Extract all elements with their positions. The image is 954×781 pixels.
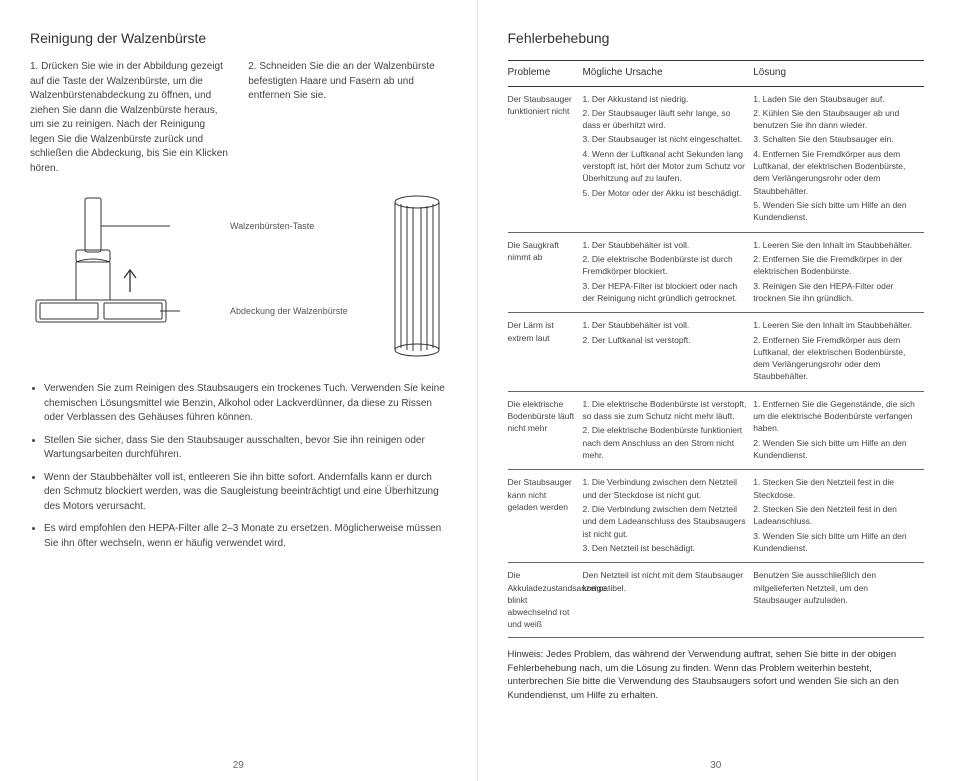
table-row: Die Akkuladezustandsanzeige blinkt abwec… <box>508 563 925 638</box>
cell-problem: Der Staubsauger funktioniert nicht <box>508 86 583 232</box>
label-cover: Abdeckung der Walzenbürste <box>230 305 348 318</box>
left-page-number: 29 <box>30 752 447 771</box>
bullet-0: Verwenden Sie zum Reinigen des Staubsaug… <box>44 382 447 426</box>
troubleshooting-note: Hinweis: Jedes Problem, das während der … <box>508 648 925 703</box>
bullet-1: Stellen Sie sicher, dass Sie den Staubsa… <box>44 434 447 463</box>
figure-labels: Walzenbürsten-Taste Abdeckung der Walzen… <box>230 192 348 318</box>
cell-solution: 1. Entfernen Sie die Gegenstände, die si… <box>753 391 924 470</box>
cell-problem: Die Akkuladezustandsanzeige blinkt abwec… <box>508 563 583 638</box>
bullet-3: Es wird empfohlen den HEPA-Filter alle 2… <box>44 522 447 551</box>
cell-solution: 1. Laden Sie den Staubsauger auf.2. Kühl… <box>753 86 924 232</box>
table-row: Die Saugkraft nimmt ab1. Der Staubbehält… <box>508 232 925 313</box>
roller-brush-figure <box>387 192 447 362</box>
th-cause: Mögliche Ursache <box>582 61 753 87</box>
cell-cause: 1. Die Verbindung zwischen dem Netzteil … <box>582 470 753 563</box>
th-problem: Probleme <box>508 61 583 87</box>
steps-columns: 1. Drücken Sie wie in der Abbildung geze… <box>30 60 447 182</box>
cell-cause: 1. Die elektrische Bodenbürste ist verst… <box>582 391 753 470</box>
care-bullets: Verwenden Sie zum Reinigen des Staubsaug… <box>30 382 447 559</box>
cell-problem: Die Saugkraft nimmt ab <box>508 232 583 313</box>
brush-head-figure <box>30 192 210 352</box>
troubleshooting-table: Probleme Mögliche Ursache Lösung Der Sta… <box>508 60 925 638</box>
cell-solution: 1. Leeren Sie den Inhalt im Staubbehälte… <box>753 232 924 313</box>
label-button: Walzenbürsten-Taste <box>230 220 348 233</box>
table-row: Der Staubsauger kann nicht geladen werde… <box>508 470 925 563</box>
bullet-2: Wenn der Staubbehälter voll ist, entleer… <box>44 471 447 515</box>
cell-cause: 1. Der Staubbehälter ist voll.2. Der Luf… <box>582 313 753 392</box>
cell-solution: Benutzen Sie ausschließlich den mitgelie… <box>753 563 924 638</box>
cell-problem: Der Staubsauger kann nicht geladen werde… <box>508 470 583 563</box>
right-page: Fehlerbehebung Probleme Mögliche Ursache… <box>478 0 954 781</box>
figure-row: Walzenbürsten-Taste Abdeckung der Walzen… <box>30 192 447 362</box>
cell-problem: Der Lärm ist extrem laut <box>508 313 583 392</box>
step-2: 2. Schneiden Sie die an der Walzenbürste… <box>248 60 446 104</box>
left-title: Reinigung der Walzenbürste <box>30 30 447 46</box>
cell-cause: Den Netzteil ist nicht mit dem Staubsaug… <box>582 563 753 638</box>
cell-solution: 1. Stecken Sie den Netzteil fest in die … <box>753 470 924 563</box>
cell-problem: Die elektrische Bodenbürste läuft nicht … <box>508 391 583 470</box>
left-page: Reinigung der Walzenbürste 1. Drücken Si… <box>0 0 478 781</box>
roller-brush-svg <box>387 192 447 362</box>
page-spread: Reinigung der Walzenbürste 1. Drücken Si… <box>0 0 954 781</box>
table-row: Der Staubsauger funktioniert nicht1. Der… <box>508 86 925 232</box>
table-row: Der Lärm ist extrem laut1. Der Staubbehä… <box>508 313 925 392</box>
step-1: 1. Drücken Sie wie in der Abbildung geze… <box>30 60 228 176</box>
right-page-number: 30 <box>508 752 925 771</box>
right-title: Fehlerbehebung <box>508 30 925 46</box>
table-row: Die elektrische Bodenbürste läuft nicht … <box>508 391 925 470</box>
brush-head-svg <box>30 192 210 352</box>
cell-cause: 1. Der Akkustand ist niedrig.2. Der Stau… <box>582 86 753 232</box>
th-solution: Lösung <box>753 61 924 87</box>
cell-cause: 1. Der Staubbehälter ist voll.2. Die ele… <box>582 232 753 313</box>
cell-solution: 1. Leeren Sie den Inhalt im Staubbehälte… <box>753 313 924 392</box>
